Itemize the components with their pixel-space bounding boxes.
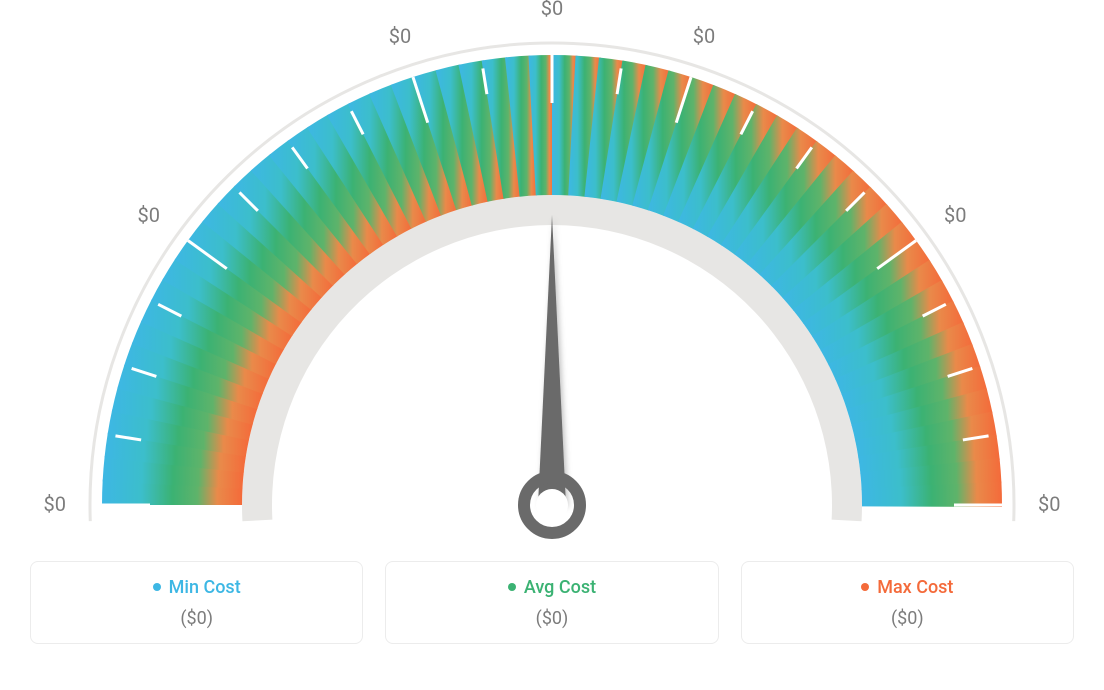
legend-label-min: Min Cost: [153, 577, 241, 598]
gauge-chart: $0 $0 $0 $0 $0 $0 $0: [0, 0, 1104, 555]
legend-value-min: ($0): [43, 608, 350, 629]
legend-card-max: Max Cost ($0): [741, 561, 1074, 644]
tick-label: $0: [693, 24, 715, 48]
legend-dot-max: [861, 583, 869, 591]
legend-label-avg: Avg Cost: [508, 577, 596, 598]
legend-card-avg: Avg Cost ($0): [385, 561, 718, 644]
tick-label: $0: [944, 203, 966, 227]
tick-label: $0: [44, 492, 66, 516]
legend-text-min: Min Cost: [169, 577, 241, 598]
legend-dot-min: [153, 583, 161, 591]
legend-row: Min Cost ($0) Avg Cost ($0) Max Cost ($0…: [0, 561, 1104, 644]
gauge-needle: [538, 215, 566, 505]
tick-label: $0: [1038, 492, 1060, 516]
tick-label: $0: [137, 203, 159, 227]
legend-text-max: Max Cost: [877, 577, 953, 598]
legend-dot-avg: [508, 583, 516, 591]
legend-card-min: Min Cost ($0): [30, 561, 363, 644]
tick-label: $0: [541, 0, 563, 20]
gauge-svg: $0 $0 $0 $0 $0 $0 $0: [0, 0, 1104, 555]
legend-label-max: Max Cost: [861, 577, 953, 598]
chart-container: $0 $0 $0 $0 $0 $0 $0 Min Cost ($0) Avg Cost ($…: [0, 0, 1104, 690]
legend-text-avg: Avg Cost: [524, 577, 596, 598]
tick-label: $0: [389, 24, 411, 48]
legend-value-avg: ($0): [398, 608, 705, 629]
legend-value-max: ($0): [754, 608, 1061, 629]
